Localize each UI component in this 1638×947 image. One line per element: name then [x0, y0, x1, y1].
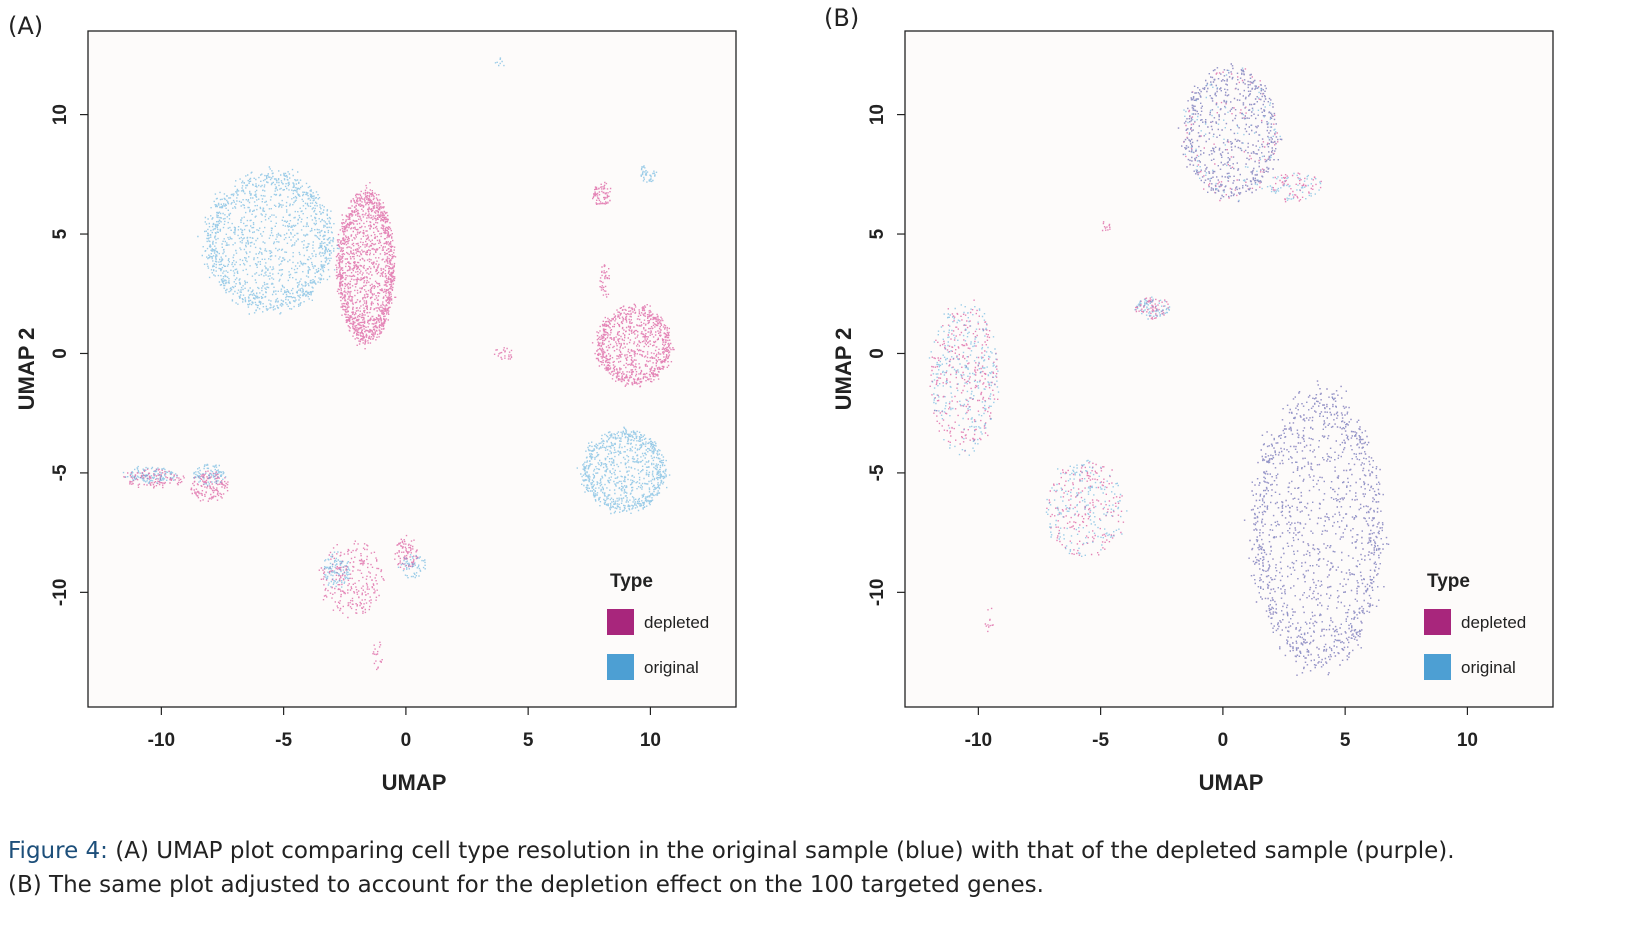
legend-label-depleted: depleted	[1461, 613, 1526, 632]
point-cloud-depleted	[599, 264, 610, 298]
point-cluster	[1177, 63, 1283, 203]
point-cluster	[592, 181, 612, 205]
y-tick-label: 0	[867, 348, 888, 359]
x-tick-label: -10	[965, 730, 992, 751]
x-tick-label: 5	[1340, 730, 1351, 751]
caption-line-1: Figure 4: (A) UMAP plot comparing cell t…	[8, 834, 1628, 868]
point-cloud-depleted	[929, 299, 999, 452]
point-cluster	[591, 303, 675, 388]
point-cloud-original	[193, 463, 227, 487]
point-cluster	[1134, 296, 1171, 320]
point-cluster	[372, 641, 383, 671]
y-tick-label: -10	[867, 579, 888, 606]
point-cloud-depleted	[984, 607, 994, 633]
x-axis-title: UMAP	[1199, 770, 1264, 795]
point-cluster	[576, 426, 671, 515]
point-cloud-depleted	[123, 468, 185, 489]
legend-swatch-original	[607, 654, 634, 680]
plot-area	[87, 30, 737, 708]
point-cloud-original	[576, 426, 671, 515]
point-cloud-depleted	[335, 182, 397, 350]
x-tick-label: -5	[1092, 730, 1109, 751]
point-cloud-original	[1177, 63, 1283, 203]
legend-swatch-original	[1424, 654, 1451, 680]
x-tick-label: 5	[523, 730, 534, 751]
legend-title: Type	[1427, 571, 1470, 592]
point-cloud-depleted	[318, 540, 385, 619]
point-cloud-original	[640, 165, 658, 183]
caption-label: Figure 4:	[8, 838, 108, 864]
legend-label-original: original	[644, 658, 699, 677]
point-cluster	[123, 468, 185, 489]
point-cloud-depleted	[372, 641, 383, 671]
umap-panel-a: (A) -10 -5 0 5 10 -10 -5 0 5 10 UMAP UMAP 2 Type deple…	[8, 12, 737, 795]
point-cloud-original	[1045, 459, 1128, 557]
point-cloud-original	[397, 554, 426, 579]
point-cluster	[193, 463, 227, 487]
point-cluster	[599, 264, 610, 298]
point-cluster	[494, 57, 505, 67]
point-cluster	[122, 465, 178, 484]
point-cluster	[335, 182, 397, 350]
panel-label: (B)	[824, 4, 859, 32]
point-cloud-depleted	[591, 303, 675, 388]
point-cluster	[984, 607, 994, 633]
point-cloud-original	[494, 57, 505, 67]
legend-swatch-depleted	[607, 609, 634, 635]
point-cloud-original	[122, 465, 178, 484]
series-depleted	[123, 181, 675, 671]
y-axis-title: UMAP 2	[831, 328, 856, 411]
y-tick-label: -5	[50, 464, 71, 481]
legend-swatch-depleted	[1424, 609, 1451, 635]
point-cluster	[929, 299, 999, 452]
y-axis-title: UMAP 2	[14, 328, 39, 411]
series-original	[928, 63, 1390, 676]
legend-label-original: original	[1461, 658, 1516, 677]
series-original	[122, 57, 671, 588]
point-cloud-depleted	[1272, 172, 1322, 203]
figure-caption: Figure 4: (A) UMAP plot comparing cell t…	[8, 834, 1628, 902]
point-cloud-depleted	[592, 181, 612, 205]
point-cluster	[1101, 221, 1111, 232]
point-cluster	[318, 540, 385, 619]
panel-label: (A)	[8, 12, 43, 40]
point-cluster	[397, 554, 426, 579]
x-tick-label: 0	[1218, 730, 1229, 751]
y-tick-label: 5	[50, 228, 71, 239]
point-cloud-depleted	[394, 534, 419, 570]
point-cluster	[640, 165, 658, 183]
point-cluster	[1046, 462, 1125, 556]
caption-line-2: (B) The same plot adjusted to account fo…	[8, 872, 1044, 898]
y-tick-label: 5	[867, 228, 888, 239]
x-tick-label: -10	[148, 730, 175, 751]
point-cluster	[1045, 459, 1128, 557]
point-cluster	[394, 534, 419, 570]
point-cluster	[1272, 172, 1322, 203]
plot-area	[904, 30, 1554, 708]
x-tick-label: 10	[640, 730, 661, 751]
legend-title: Type	[610, 571, 653, 592]
y-tick-label: 10	[50, 104, 71, 125]
y-tick-label: -10	[50, 579, 71, 606]
legend-label-depleted: depleted	[644, 613, 709, 632]
point-cloud-original	[1134, 296, 1171, 320]
y-tick-label: 0	[50, 348, 71, 359]
point-cloud-depleted	[1046, 462, 1125, 556]
umap-panel-b: (B) -10 -5 0 5 10 -10 -5 0 5 10 UMAP UMAP 2 Type deple…	[824, 4, 1554, 795]
caption-text-1: (A) UMAP plot comparing cell type resolu…	[115, 838, 1455, 864]
x-tick-label: -5	[275, 730, 292, 751]
point-cluster	[493, 347, 513, 360]
x-tick-label: 10	[1457, 730, 1478, 751]
y-tick-label: 10	[867, 104, 888, 125]
figure: (A) -10 -5 0 5 10 -10 -5 0 5 10 UMAP UMAP 2 Type deple…	[8, 4, 1554, 795]
x-axis-title: UMAP	[382, 770, 447, 795]
y-tick-label: -5	[867, 464, 888, 481]
x-tick-label: 0	[401, 730, 412, 751]
point-cloud-depleted	[493, 347, 513, 360]
legend: Type depleted original	[607, 571, 709, 680]
point-cloud-depleted	[1101, 221, 1111, 232]
legend: Type depleted original	[1424, 571, 1526, 680]
